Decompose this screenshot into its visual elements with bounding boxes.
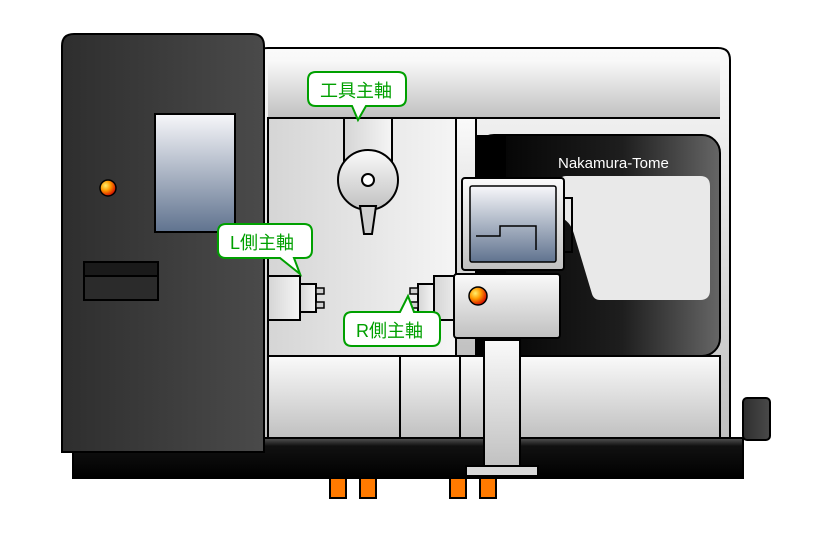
callout-tool-spindle-label: 工具主軸	[320, 81, 392, 101]
cabinet-button-icon	[100, 180, 116, 196]
machine-diagram: Nakamura-Tome 工具主軸 L側主軸 R側	[0, 0, 833, 541]
estop-button-icon	[469, 287, 487, 305]
callout-l-spindle-label: L側主軸	[230, 233, 294, 253]
right-cylinder	[743, 398, 770, 440]
callout-r-spindle-label: R側主軸	[356, 321, 423, 341]
brand-label: Nakamura-Tome	[558, 155, 669, 172]
